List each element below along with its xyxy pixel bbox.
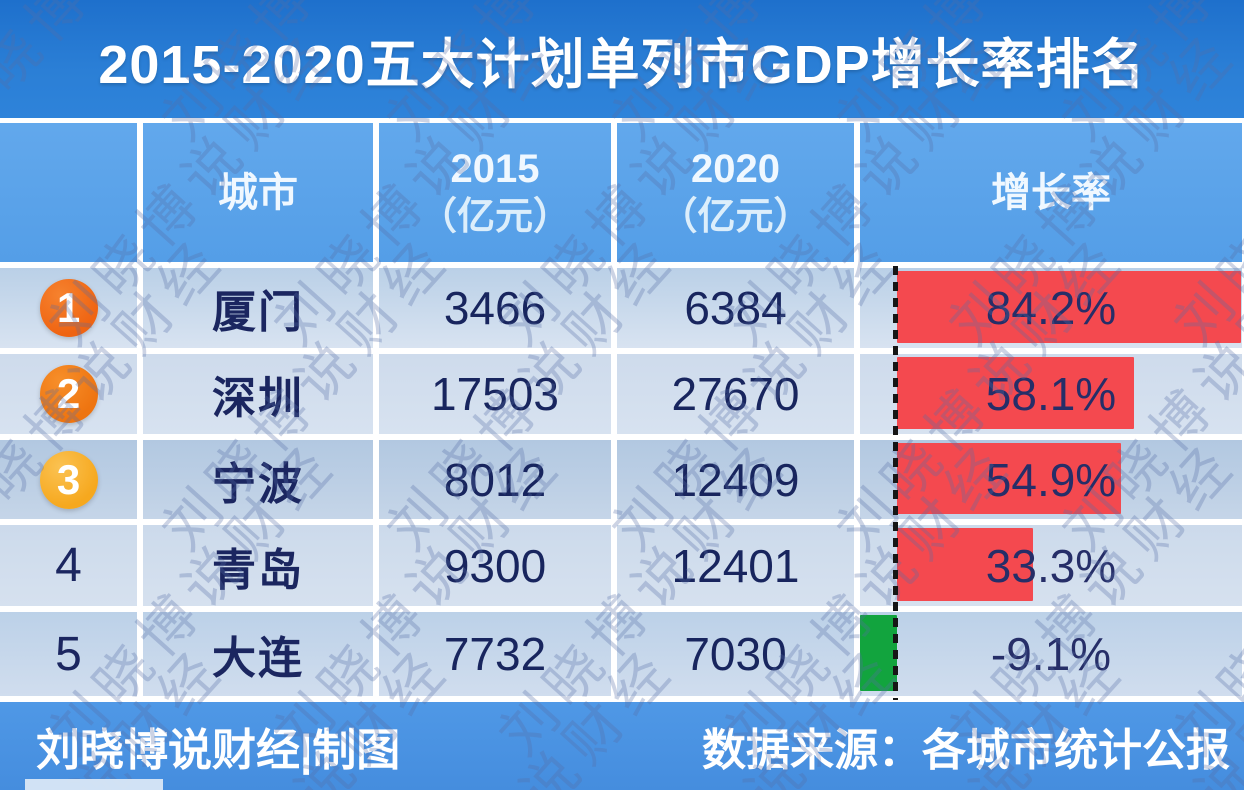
table-row-3-city: 宁波 — [143, 440, 373, 519]
table-row-4-rank: 4 — [0, 525, 137, 606]
table-row-2-city: 深圳 — [143, 354, 373, 434]
table-row-1-rank: 1 — [0, 268, 137, 348]
source-text: 数据来源：各城市统计公报 — [702, 726, 1230, 775]
growth-bar — [897, 271, 1241, 343]
rank-2-number: 2 — [56, 370, 81, 417]
table-row-5-city: 大连 — [143, 612, 373, 696]
table-row-2-rank: 2 — [0, 354, 137, 434]
header-2020: 2020 （亿元） — [617, 123, 854, 262]
table-row-3-gdp2015: 8012 — [379, 440, 611, 519]
table-row-3-growth: 54.9% — [860, 440, 1242, 519]
header-2015: 2015 （亿元） — [379, 123, 611, 262]
table-row-5-gdp2020: 7030 — [617, 612, 854, 696]
table-row-5-rank: 5 — [0, 612, 137, 696]
header-growth: 增长率 — [860, 123, 1242, 262]
table-row-1-gdp2020: 6384 — [617, 268, 854, 348]
table-row-2-gdp2020: 27670 — [617, 354, 854, 434]
growth-bar — [897, 357, 1134, 429]
gdp-table: 城市 2015 （亿元） 2020 （亿元） 增长率 1 厦门 3466 638… — [0, 118, 1244, 702]
header-2020-unit: （亿元） — [659, 195, 812, 238]
table-row-2-gdp2015: 17503 — [379, 354, 611, 434]
rank-2-badge: 2 — [39, 365, 98, 423]
table-row-1-growth: 84.2% — [860, 268, 1242, 348]
title-band: 2015-2020五大计划单列市GDP增长率排名 — [0, 0, 1244, 118]
growth-value: -9.1% — [990, 628, 1112, 680]
growth-value: 54.9% — [985, 453, 1117, 506]
growth-value: 58.1% — [985, 368, 1117, 420]
rank-3-badge: 3 — [39, 450, 98, 509]
footer-band: 刘晓博说财经|制图 数据来源：各城市统计公报 — [0, 702, 1244, 790]
zero-axis-dashed-line — [893, 266, 898, 700]
header-city: 城市 — [143, 123, 373, 262]
table-row-5-growth: -9.1% — [860, 612, 1242, 696]
rank-1-number: 1 — [56, 284, 81, 331]
table-row-4-growth: 33.3% — [860, 525, 1242, 606]
growth-bar — [897, 528, 1033, 601]
table-row-1-city: 厦门 — [143, 268, 373, 348]
table-row-3-gdp2020: 12409 — [617, 440, 854, 519]
rank-3-number: 3 — [56, 455, 81, 503]
header-rank — [0, 123, 137, 262]
header-city-label: 城市 — [218, 170, 298, 215]
table-row-2-growth: 58.1% — [860, 354, 1242, 434]
page-title: 2015-2020五大计划单列市GDP增长率排名 — [98, 34, 1146, 95]
growth-bar — [897, 443, 1121, 514]
table-row-4-gdp2015: 9300 — [379, 525, 611, 606]
header-2015-year: 2015 — [450, 146, 540, 191]
table-row-4-city: 青岛 — [143, 525, 373, 606]
table-row-1-gdp2015: 3466 — [379, 268, 611, 348]
growth-value: 84.2% — [985, 282, 1117, 334]
credit-text: 刘晓博说财经|制图 — [36, 726, 401, 775]
header-growth-label: 增长率 — [991, 170, 1111, 215]
rank-1-badge: 1 — [39, 279, 98, 337]
growth-bar — [860, 615, 897, 691]
header-2020-year: 2020 — [691, 146, 780, 191]
table-row-3-rank: 3 — [0, 440, 137, 519]
header-2015-unit: （亿元） — [418, 195, 571, 238]
table-row-4-gdp2020: 12401 — [617, 525, 854, 606]
growth-value: 33.3% — [985, 539, 1117, 592]
footer-artifact — [25, 779, 163, 790]
table-row-5-gdp2015: 7732 — [379, 612, 611, 696]
